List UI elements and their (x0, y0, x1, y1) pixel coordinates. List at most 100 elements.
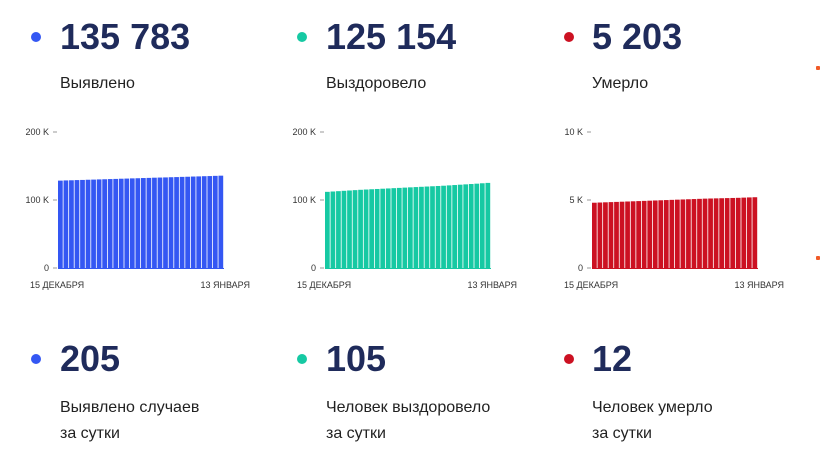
bar (647, 200, 653, 268)
detected-dot-icon (31, 32, 41, 42)
y-tick-label: 0 (578, 263, 583, 273)
x-end-label: 13 ЯНВАРЯ (734, 280, 784, 290)
bar (408, 187, 413, 268)
bar (341, 190, 347, 268)
bar (96, 179, 102, 268)
bar (697, 198, 702, 268)
bar (201, 176, 207, 268)
bar (441, 185, 446, 268)
bar (658, 200, 664, 268)
bar (363, 189, 369, 268)
deaths-total: 5 203 (592, 16, 683, 57)
bar (152, 177, 157, 268)
detected-total: 135 783 (60, 16, 191, 57)
bar (713, 198, 719, 268)
y-tick-label: 10 K (564, 127, 583, 137)
y-tick-label: 0 (44, 263, 49, 273)
bar (641, 200, 647, 268)
deaths-dot-icon (564, 32, 574, 42)
bar (358, 189, 363, 268)
bar (474, 183, 480, 268)
y-tick-label: 100 K (292, 195, 316, 205)
bar (74, 180, 80, 268)
detected-daily-label-2: за сутки (60, 425, 120, 442)
bar (380, 188, 386, 268)
bar (419, 186, 424, 268)
bar (735, 197, 741, 268)
y-tick-label: 200 K (292, 127, 316, 137)
bar (330, 191, 336, 268)
recovered-total: 125 154 (326, 16, 457, 57)
x-start-label: 15 ДЕКАБРЯ (564, 280, 618, 290)
bar (708, 198, 713, 268)
detected-chart: 0 100 K 200 K 15 ДЕКАБРЯ 13 ЯНВАРЯ (25, 127, 250, 290)
bar (663, 200, 669, 268)
bar (402, 187, 408, 268)
panel-detected: 135 783 Выявлено 0 100 K 200 K 15 ДЕКАБРЯ 13… (0, 0, 260, 461)
bar (741, 197, 747, 268)
bar (430, 186, 435, 268)
bar (424, 186, 430, 268)
bar (63, 180, 69, 268)
bar (107, 179, 113, 268)
deaths-daily-label-1: Человек умерло (592, 399, 713, 416)
x-end-label: 13 ЯНВАРЯ (467, 280, 517, 290)
recovered-daily: 105 (326, 338, 387, 379)
bar (603, 202, 608, 268)
bar (608, 202, 614, 268)
detected-daily-dot-icon (31, 354, 41, 364)
bar (80, 179, 85, 268)
bar (179, 176, 185, 268)
bar (675, 199, 680, 268)
bar (135, 178, 141, 268)
y-tick-label: 0 (311, 263, 316, 273)
bar (680, 199, 686, 268)
bar (479, 183, 485, 268)
panel-deaths: 5 203 Умерло 0 5 K 10 K 15 ДЕКАБРЯ 13 ЯНВАРЯ… (534, 0, 794, 461)
bar (118, 178, 124, 268)
bar (619, 201, 625, 268)
detected-daily-label-1: Выявлено случаев (60, 399, 200, 416)
recovered-dot-icon (297, 32, 307, 42)
bar (124, 178, 130, 268)
bar (752, 197, 758, 268)
bar (141, 178, 146, 268)
edge-mark-bottom (816, 256, 820, 260)
deaths-chart: 0 5 K 10 K 15 ДЕКАБРЯ 13 ЯНВАРЯ (564, 127, 784, 290)
bar (336, 191, 341, 268)
bar (686, 199, 691, 268)
deaths-total-label: Умерло (592, 75, 649, 92)
bar (196, 176, 202, 268)
bar (218, 175, 224, 268)
deaths-daily-dot-icon (564, 354, 574, 364)
bar (691, 199, 697, 268)
bar (452, 185, 457, 268)
bar (468, 184, 474, 268)
recovered-chart: 0 100 K 200 K 15 ДЕКАБРЯ 13 ЯНВАРЯ (292, 127, 517, 290)
x-start-label: 15 ДЕКАБРЯ (297, 280, 351, 290)
bar (463, 184, 469, 268)
y-tick-label: 5 K (569, 195, 583, 205)
bar (669, 199, 675, 268)
bar (207, 176, 213, 268)
bar (636, 201, 641, 268)
recovered-daily-label-1: Человек выздоровело (326, 399, 491, 416)
bar (174, 177, 179, 268)
detected-total-label: Выявлено (60, 75, 135, 92)
bar (446, 185, 452, 268)
edge-mark-top (816, 66, 820, 70)
x-start-label: 15 ДЕКАБРЯ (30, 280, 84, 290)
bar (374, 188, 380, 268)
bar (485, 182, 491, 268)
bar (457, 184, 463, 268)
panel-recovered: 125 154 Выздоровело 0 100 K 200 K 15 ДЕКАБР… (267, 0, 527, 461)
bar (102, 179, 107, 268)
deaths-daily: 12 (592, 338, 633, 379)
bar (325, 191, 330, 268)
recovered-total-label: Выздоровело (326, 75, 427, 92)
bar (652, 200, 658, 268)
bar (185, 176, 190, 268)
bar (630, 201, 636, 268)
bar (592, 202, 597, 268)
bar (597, 202, 603, 268)
